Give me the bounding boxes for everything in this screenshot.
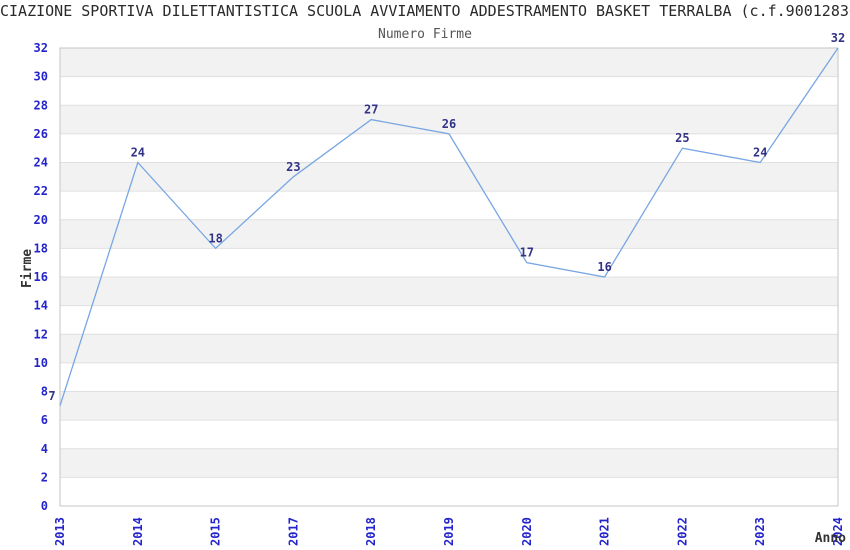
plot-bands (60, 48, 838, 506)
y-tick-label: 32 (34, 41, 48, 55)
y-tick-label: 2 (41, 470, 48, 484)
plot-band (60, 105, 838, 134)
x-tick-label: 2018 (364, 517, 378, 546)
data-point-label: 27 (364, 103, 378, 117)
plot-band (60, 248, 838, 277)
data-point-label: 17 (520, 246, 534, 260)
x-tick-label: 2017 (286, 517, 300, 546)
plot-band (60, 277, 838, 306)
data-point-label: 24 (753, 146, 767, 160)
plot-band (60, 448, 838, 478)
chart-subtitle: Numero Firme (378, 27, 472, 42)
data-point-label: 24 (131, 146, 145, 160)
chart-title: CIAZIONE SPORTIVA DILETTANTISTICA SCUOLA… (0, 2, 850, 20)
x-axis-title: Anno (815, 531, 846, 546)
y-tick-label: 26 (34, 127, 48, 141)
y-axis-title: Firme (20, 249, 35, 288)
data-point-label: 25 (675, 131, 689, 145)
plot-band (60, 420, 838, 449)
data-point-label: 7 (48, 389, 55, 403)
plot-band (60, 391, 838, 421)
data-point-labels: 7 24 18 23 27 26 17 16 25 24 32 (48, 31, 845, 403)
data-point-label: 16 (597, 260, 611, 274)
plot-band (60, 362, 838, 392)
plot-band (60, 162, 838, 192)
data-point-label: 26 (442, 117, 456, 131)
plot-band (60, 191, 838, 220)
plot-band (60, 305, 838, 335)
plot-band (60, 219, 838, 249)
plot-border (59, 47, 839, 507)
x-tick-label: 2013 (53, 517, 67, 546)
y-tick-label: 22 (34, 184, 48, 198)
y-tick-label: 24 (34, 156, 48, 170)
x-tick-label: 2021 (598, 517, 612, 546)
x-tick-label: 2015 (209, 517, 223, 546)
y-tick-label: 4 (41, 442, 48, 456)
plot-band (60, 76, 838, 106)
y-tick-label: 6 (41, 413, 48, 427)
y-tick-label: 16 (34, 270, 48, 284)
y-tick-label: 30 (34, 70, 48, 84)
data-point-label: 32 (831, 31, 845, 45)
y-tick-label: 8 (41, 385, 48, 399)
y-tick-label: 10 (34, 356, 48, 370)
y-tick-label: 18 (34, 241, 48, 255)
x-tick-label: 2022 (675, 517, 689, 546)
x-tick-label: 2019 (442, 517, 456, 546)
y-tick-label: 28 (34, 98, 48, 112)
x-tick-label: 2014 (131, 517, 145, 546)
plot-band (60, 477, 838, 506)
x-axis-tick-labels: 2013 2014 2015 2017 2018 2019 2020 2021 2022 2023… (53, 517, 845, 546)
data-point-label: 23 (286, 160, 300, 174)
x-tick-label: 2020 (520, 517, 534, 546)
x-tick-label: 2023 (753, 517, 767, 546)
plot-band (60, 48, 838, 77)
plot-band (60, 334, 838, 363)
data-point-label: 18 (208, 231, 222, 245)
plot-band (60, 133, 838, 163)
series-line (59, 47, 839, 407)
y-tick-label: 0 (41, 499, 48, 513)
y-tick-label: 12 (34, 327, 48, 341)
y-tick-label: 14 (34, 299, 48, 313)
x-tick-label: 2024 (831, 517, 845, 546)
y-tick-label: 20 (34, 213, 48, 227)
